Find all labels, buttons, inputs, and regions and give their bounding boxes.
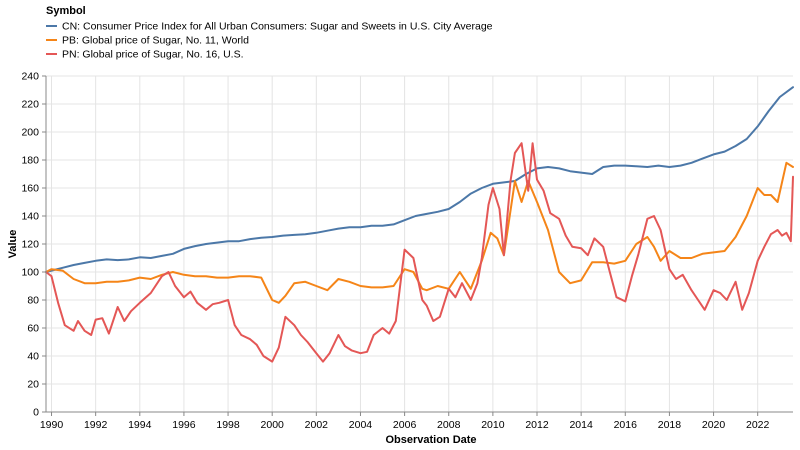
x-tick-label-2: 1994 <box>128 419 152 431</box>
x-tick-label-8: 2006 <box>393 419 417 431</box>
y-tick-label-12: 240 <box>21 71 39 83</box>
y-axis-title: Value <box>7 230 19 259</box>
x-tick-label-7: 2004 <box>349 419 373 431</box>
y-tick-label-1: 20 <box>27 379 39 391</box>
x-tick-label-11: 2012 <box>525 419 549 431</box>
y-tick-label-10: 200 <box>21 127 39 139</box>
y-tick-label-6: 120 <box>21 239 39 251</box>
grid <box>46 75 793 413</box>
x-tick-label-13: 2016 <box>614 419 638 431</box>
legend-label-2: PN: Global price of Sugar, No. 16, U.S. <box>62 49 244 61</box>
y-tick-label-9: 180 <box>21 155 39 167</box>
y-tick-label-2: 40 <box>27 351 39 363</box>
y-tick-label-5: 100 <box>21 267 39 279</box>
y-tick-label-4: 80 <box>27 295 39 307</box>
x-tick-label-15: 2020 <box>702 419 726 431</box>
x-tick-label-6: 2002 <box>305 419 329 431</box>
x-tick-label-12: 2014 <box>569 419 593 431</box>
y-tick-label-8: 160 <box>21 183 39 195</box>
y-tick-label-0: 0 <box>33 407 39 419</box>
legend-title: Symbol <box>46 5 86 17</box>
series-line-2 <box>45 142 794 363</box>
series-line-1 <box>45 161 794 304</box>
series-line-0 <box>45 86 794 273</box>
x-tick-label-5: 2000 <box>261 419 285 431</box>
x-tick-label-4: 1998 <box>216 419 240 431</box>
x-tick-label-0: 1990 <box>40 419 64 431</box>
legend: Symbol CN: Consumer Price Index for All … <box>46 5 493 61</box>
legend-label-1: PB: Global price of Sugar, No. 11, World <box>62 35 249 47</box>
x-tick-label-3: 1996 <box>172 419 196 431</box>
legend-label-0: CN: Consumer Price Index for All Urban C… <box>62 21 493 33</box>
y-tick-label-11: 220 <box>21 99 39 111</box>
axes: 0 20 40 60 80 100 120 140 160 180 200 220 240 1990 199… <box>21 71 793 431</box>
x-tick-label-9: 2008 <box>437 419 461 431</box>
x-tick-label-16: 2022 <box>746 419 770 431</box>
x-tick-label-14: 2018 <box>658 419 682 431</box>
y-tick-label-7: 140 <box>21 211 39 223</box>
y-tick-label-3: 60 <box>27 323 39 335</box>
x-tick-label-10: 2010 <box>481 419 505 431</box>
x-axis-title: Observation Date <box>385 434 476 446</box>
x-tick-label-1: 1992 <box>84 419 108 431</box>
series-group <box>45 86 794 363</box>
